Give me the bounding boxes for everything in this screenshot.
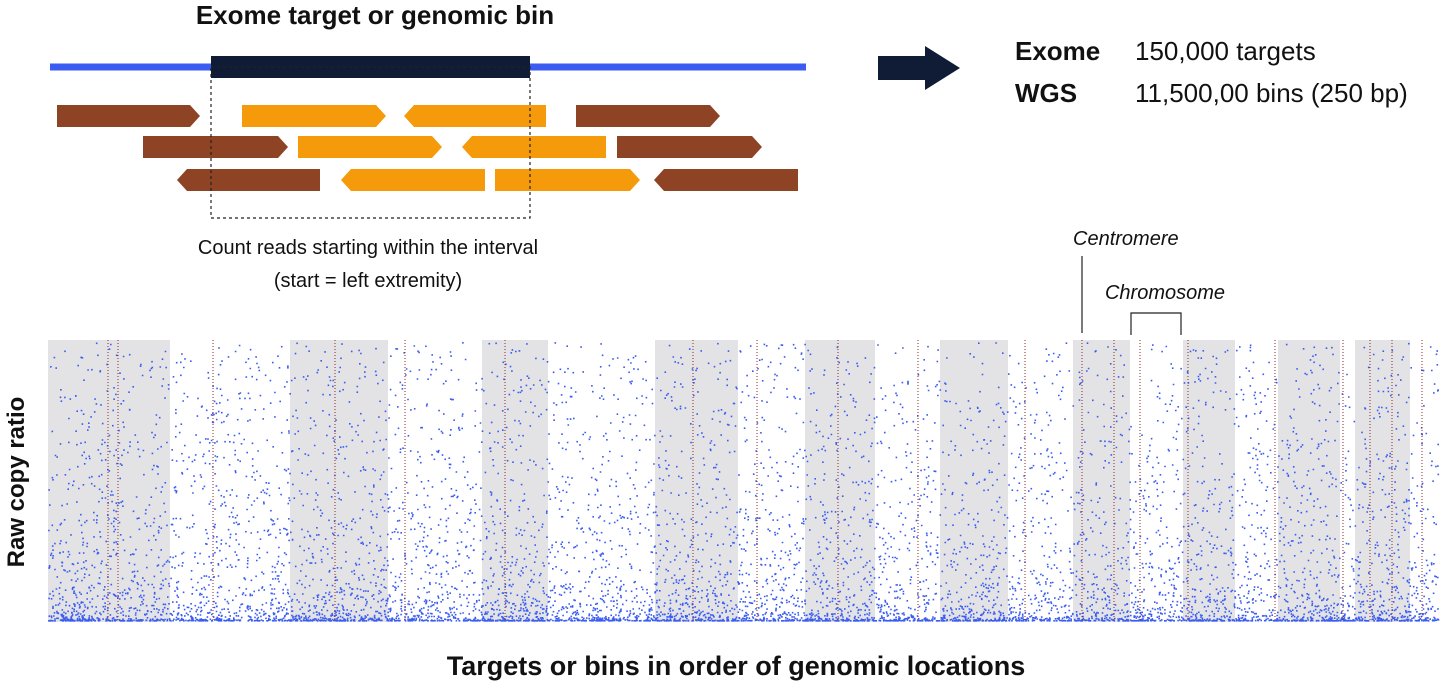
- caption-line: Count reads starting within the interval: [198, 237, 538, 259]
- read: [177, 169, 320, 191]
- annotation-bracket: [1130, 312, 1182, 335]
- summary-key: WGS: [1015, 78, 1077, 108]
- chromosome-band: [1278, 340, 1340, 622]
- read: [495, 169, 640, 191]
- read: [242, 105, 386, 127]
- chromosome-band: [1355, 340, 1410, 622]
- read: [462, 136, 606, 158]
- y-label: Raw copy ratio: [3, 397, 30, 568]
- read: [617, 136, 762, 158]
- chromosome-band: [940, 340, 1008, 622]
- chromosome-band: [482, 340, 548, 622]
- summary-key: Exome: [1015, 36, 1100, 66]
- plot: [48, 340, 1440, 622]
- title: Exome target or genomic bin: [196, 0, 554, 30]
- interval-box: [210, 66, 531, 219]
- read: [404, 105, 546, 127]
- chromosome-band: [655, 340, 738, 622]
- summary-value: 150,000 targets: [1135, 36, 1316, 66]
- chromosome-band: [290, 340, 388, 622]
- chromosome-band: [48, 340, 170, 622]
- read: [298, 136, 442, 158]
- summary-value: 11,500,00 bins (250 bp): [1135, 78, 1408, 108]
- read: [576, 105, 720, 127]
- annotation: Centromere: [1073, 228, 1179, 250]
- caption-line: (start = left extremity): [274, 270, 462, 292]
- x-label: Targets or bins in order of genomic loca…: [447, 651, 1026, 681]
- read: [654, 169, 798, 191]
- read: [57, 105, 200, 127]
- target-bin: [211, 56, 530, 78]
- read: [143, 136, 288, 158]
- arrow: [878, 46, 960, 90]
- read: [341, 169, 485, 191]
- chromosome-band: [1183, 340, 1235, 622]
- reads: [57, 105, 798, 191]
- annotation: Chromosome: [1105, 282, 1225, 304]
